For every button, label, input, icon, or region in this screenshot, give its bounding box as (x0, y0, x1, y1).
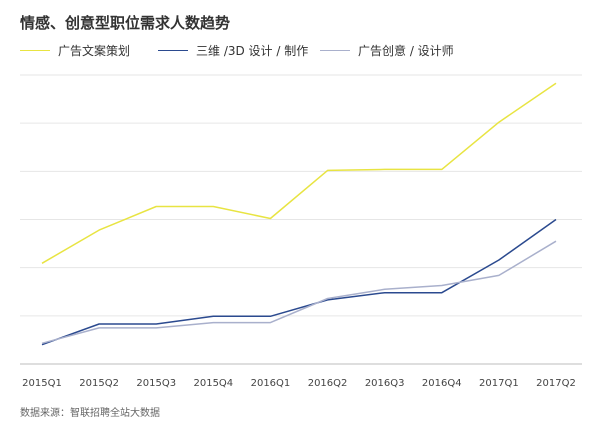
gridlines (20, 74, 582, 365)
x-tick-label: 2016Q1 (251, 378, 291, 389)
series-line-ad-creative (41, 240, 557, 345)
x-tick-label: 2016Q2 (308, 378, 348, 389)
legend-item-3d-design: 三维 /3D 设计 / 制作 (158, 42, 308, 59)
legend-label: 广告创意 / 设计师 (358, 44, 454, 58)
series-line-ad-copy (41, 82, 557, 264)
x-tick-label: 2015Q2 (79, 378, 119, 389)
series-lines (41, 82, 557, 346)
x-tick-label: 2016Q4 (422, 378, 462, 389)
legend-label: 广告文案策划 (58, 44, 131, 58)
legend-swatch (320, 50, 350, 51)
legend-item-ad-copy: 广告文案策划 (20, 42, 130, 59)
chart-title: 情感、创意型职位需求人数趋势 (20, 14, 231, 32)
x-tick-label: 2015Q3 (136, 378, 176, 389)
legend-swatch (158, 50, 188, 51)
series-line-3d-design (41, 218, 557, 346)
legend-swatch (20, 50, 50, 51)
x-tick-label: 2015Q1 (22, 378, 62, 389)
x-tick-label: 2016Q3 (365, 378, 405, 389)
legend-label: 三维 /3D 设计 / 制作 (196, 44, 309, 58)
x-tick-label: 2017Q1 (479, 378, 519, 389)
source-note: 数据来源：智联招聘全站大数据 (20, 408, 160, 419)
x-tick-label: 2015Q4 (193, 378, 233, 389)
legend-item-ad-creative: 广告创意 / 设计师 (320, 42, 454, 59)
x-tick-label: 2017Q2 (536, 378, 576, 389)
x-axis: 2015Q1 2015Q2 2015Q3 2015Q4 2016Q1 2016Q2 2016… (22, 378, 576, 389)
